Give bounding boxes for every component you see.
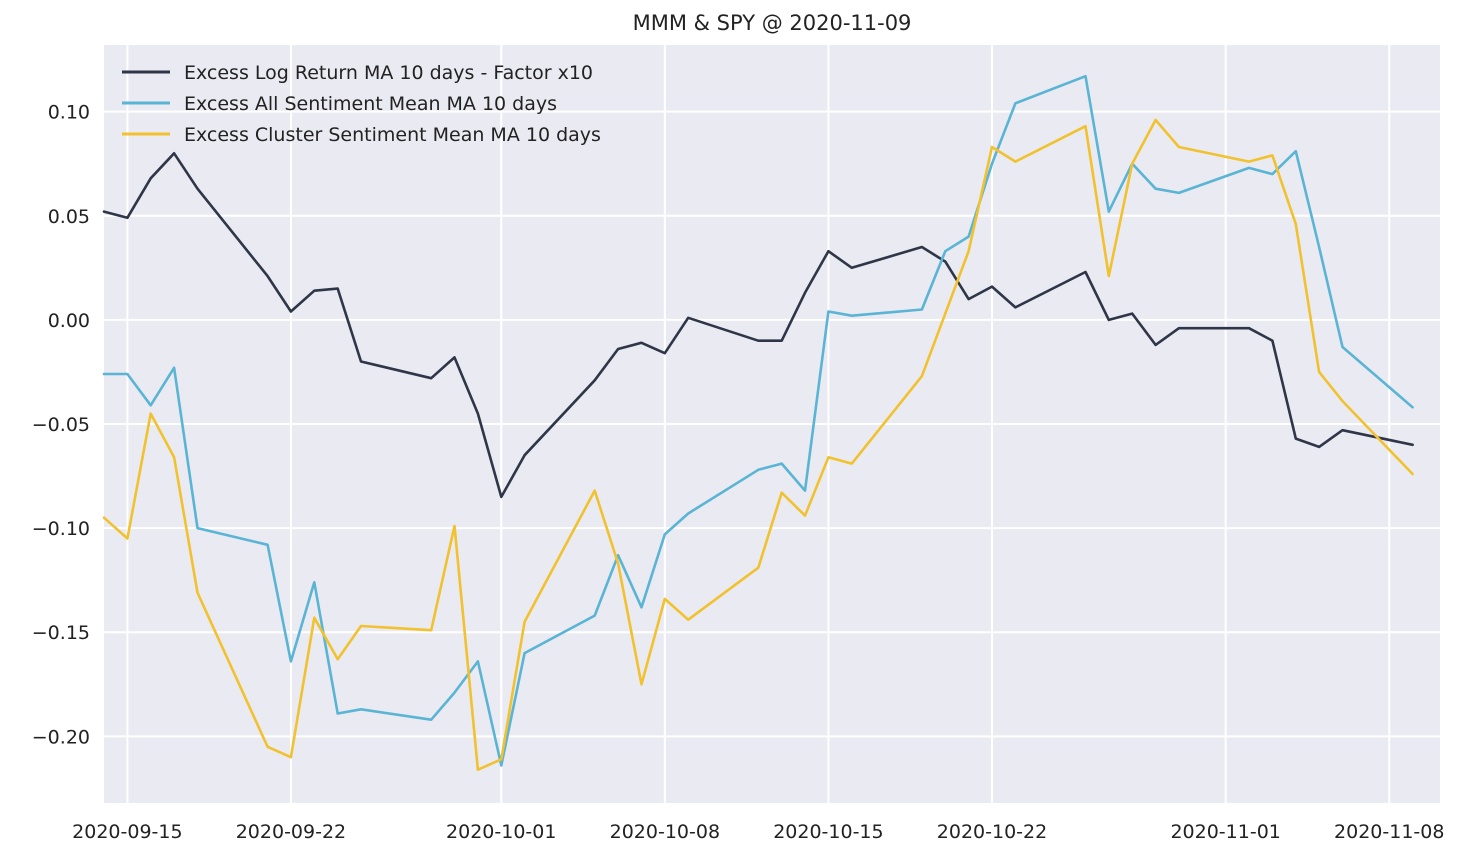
x-tick-label: 2020-09-22 — [236, 821, 346, 843]
series-all-sentiment-line — [102, 74, 1414, 767]
legend: Excess Log Return MA 10 days - Factor x1… — [122, 62, 601, 146]
series-log-return-line — [102, 152, 1414, 499]
legend-label: Excess Log Return MA 10 days - Factor x1… — [184, 62, 593, 84]
x-tick-label: 2020-11-01 — [1170, 821, 1280, 843]
chart-title: MMM & SPY @ 2020-11-09 — [633, 11, 912, 35]
x-tick-label: 2020-11-08 — [1334, 821, 1444, 843]
legend-label: Excess All Sentiment Mean MA 10 days — [184, 93, 557, 115]
y-tick-label: −0.05 — [32, 414, 90, 436]
y-tick-label: 0.05 — [48, 206, 90, 228]
legend-label: Excess Cluster Sentiment Mean MA 10 days — [184, 124, 601, 146]
x-tick-label: 2020-10-01 — [446, 821, 556, 843]
y-tick-label: 0.10 — [48, 102, 90, 124]
y-tick-label: −0.10 — [32, 518, 90, 540]
series-lines — [102, 74, 1414, 772]
x-tick-label: 2020-10-08 — [610, 821, 720, 843]
series-cluster-sentiment-line — [102, 118, 1414, 772]
y-tick-label: −0.15 — [32, 622, 90, 644]
y-axis-ticks: 0.10 0.05 0.00 −0.05 −0.10 −0.15 −0.20 — [32, 102, 90, 749]
x-tick-label: 2020-10-22 — [937, 821, 1047, 843]
x-tick-label: 2020-10-15 — [773, 821, 883, 843]
y-tick-label: −0.20 — [32, 726, 90, 748]
y-tick-label: 0.00 — [48, 310, 90, 332]
x-axis-ticks: 2020-09-15 2020-09-22 2020-10-01 2020-10-08… — [72, 821, 1444, 843]
grid-lines — [104, 45, 1440, 803]
x-tick-label: 2020-09-15 — [72, 821, 182, 843]
